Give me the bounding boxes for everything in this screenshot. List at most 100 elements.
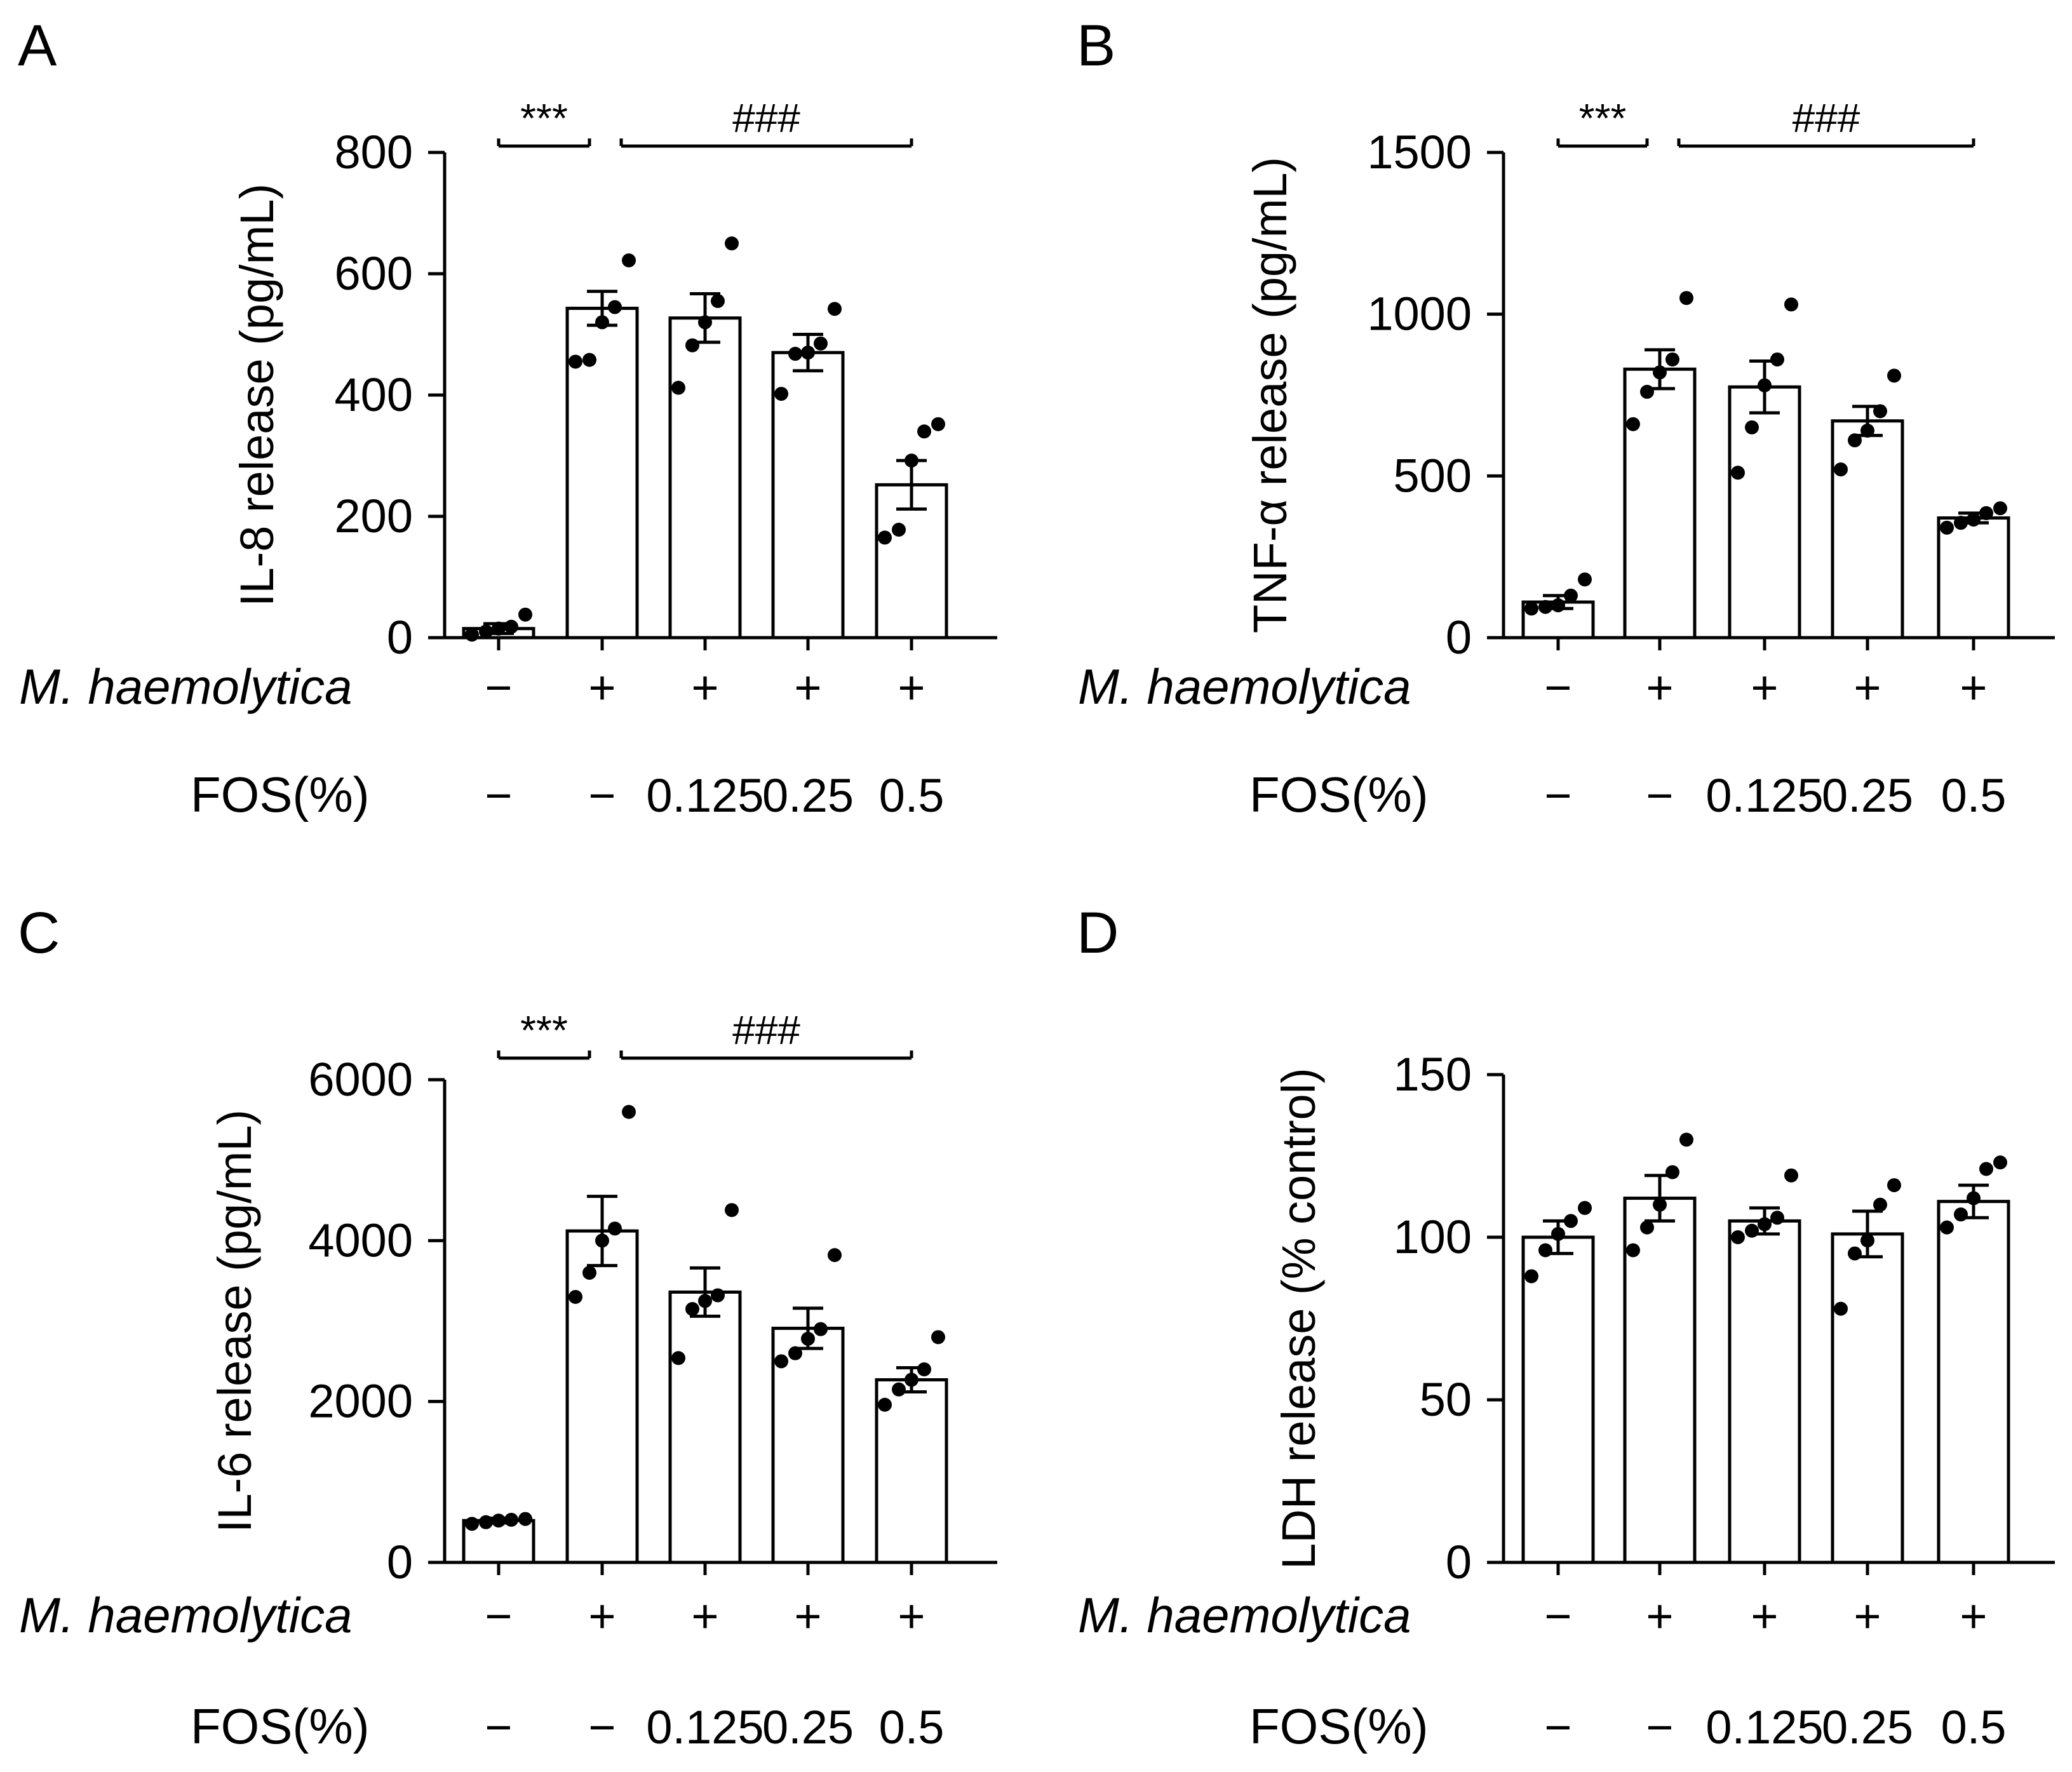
- data-point: [685, 1302, 699, 1316]
- mh-sign: +: [1646, 1590, 1673, 1642]
- data-point: [1967, 1191, 1981, 1205]
- data-point: [1993, 1155, 2007, 1170]
- bar: [1521, 1235, 1595, 1564]
- y-tick-label: 0: [1446, 1536, 1472, 1588]
- y-tick-label: 6000: [308, 1053, 413, 1106]
- data-point: [1626, 417, 1640, 431]
- data-point: [931, 417, 945, 431]
- data-point: [1834, 462, 1848, 477]
- fos-value: 0.5: [879, 769, 945, 822]
- bar: [1623, 367, 1697, 640]
- data-point: [1679, 1132, 1693, 1147]
- data-point: [905, 1373, 918, 1387]
- bar: [1831, 1232, 1904, 1564]
- data-point: [1745, 1223, 1759, 1238]
- data-point: [479, 1515, 493, 1529]
- fos-value: 0.25: [1822, 1701, 1913, 1754]
- y-tick-label: 0: [387, 611, 413, 664]
- data-point: [1578, 1200, 1592, 1215]
- data-point: [1834, 1301, 1848, 1316]
- data-point: [568, 354, 582, 369]
- significance-label: ###: [732, 1007, 800, 1053]
- y-tick-label: 2000: [308, 1375, 413, 1428]
- fos-value: −: [588, 1701, 616, 1754]
- data-point: [568, 1290, 582, 1304]
- data-point: [725, 236, 739, 251]
- data-point: [1940, 1220, 1954, 1235]
- row-label-mh: M. haemolytica: [1078, 659, 1411, 715]
- mh-sign: −: [485, 661, 512, 714]
- fos-value: 0.125: [1705, 1701, 1823, 1754]
- data-point: [1679, 291, 1693, 305]
- data-point: [917, 1362, 931, 1376]
- y-tick-label: 0: [1446, 611, 1472, 664]
- panel-letter: A: [18, 13, 57, 78]
- data-point: [1848, 433, 1862, 448]
- fos-value: −: [1544, 769, 1571, 822]
- bar: [1728, 1219, 1801, 1564]
- data-point: [1524, 1269, 1538, 1284]
- data-point: [595, 315, 609, 330]
- data-point: [774, 387, 788, 401]
- data-point: [492, 621, 506, 636]
- y-tick-label: 1500: [1367, 126, 1472, 178]
- mh-sign: +: [794, 1590, 821, 1642]
- data-point: [622, 1104, 636, 1119]
- data-point: [698, 1294, 712, 1308]
- data-point: [1758, 1217, 1772, 1232]
- data-point: [1993, 501, 2007, 516]
- data-point: [1979, 1162, 1993, 1176]
- fos-value: 0.25: [762, 1701, 854, 1754]
- data-point: [1665, 352, 1679, 366]
- data-point: [1860, 1233, 1874, 1248]
- mh-sign: +: [1751, 1590, 1778, 1642]
- data-point: [1538, 1243, 1552, 1258]
- fos-value: 0.25: [1822, 769, 1913, 822]
- bar: [668, 316, 742, 640]
- data-point: [1640, 1220, 1654, 1235]
- data-point: [1653, 1197, 1667, 1212]
- fos-value: 0.5: [1941, 769, 2007, 822]
- fos-value: 0.25: [762, 769, 854, 822]
- y-axis-title: TNF-α release (pg/mL): [1244, 157, 1296, 633]
- mh-sign: −: [1544, 1590, 1571, 1642]
- data-point: [1873, 404, 1887, 419]
- data-point: [917, 424, 931, 439]
- data-point: [608, 300, 622, 314]
- y-tick-label: 4000: [308, 1214, 413, 1266]
- data-point: [518, 607, 532, 622]
- chart-panel-d: D 0 50 100 150 LDH release (% control) − − + − +0.…: [1077, 901, 2055, 1754]
- data-point: [698, 315, 712, 330]
- fos-value: 0.5: [1941, 1701, 2007, 1754]
- mh-sign: +: [1960, 1590, 1987, 1642]
- bar: [1937, 516, 2010, 640]
- mh-sign: +: [898, 1590, 925, 1642]
- y-tick-label: 0: [387, 1536, 413, 1588]
- data-point: [878, 1397, 892, 1412]
- data-point: [1967, 513, 1981, 527]
- data-point: [1551, 598, 1565, 613]
- row-label-mh: M. haemolytica: [19, 659, 353, 715]
- data-point: [892, 523, 906, 537]
- y-tick-label: 150: [1394, 1048, 1472, 1101]
- data-point: [1848, 1246, 1862, 1261]
- row-label-fos: FOS(%): [191, 767, 370, 822]
- data-point: [1564, 1214, 1578, 1228]
- bar: [1728, 385, 1801, 640]
- fos-value: −: [1646, 1701, 1673, 1754]
- data-point: [788, 347, 802, 361]
- data-point: [465, 1517, 479, 1531]
- y-axis-title: IL-8 release (pg/mL): [231, 184, 283, 607]
- bar: [668, 1290, 742, 1564]
- fos-value: −: [1544, 1701, 1571, 1754]
- bar: [1937, 1200, 2010, 1564]
- fos-value: 0.5: [879, 1701, 945, 1754]
- mh-sign: +: [588, 1590, 616, 1642]
- data-point: [1954, 516, 1968, 530]
- data-point: [465, 628, 479, 642]
- data-point: [1770, 352, 1784, 366]
- fos-value: 0.125: [646, 1701, 764, 1754]
- panel-letter: C: [18, 901, 60, 965]
- fos-value: −: [1646, 769, 1673, 822]
- mh-sign: +: [588, 661, 616, 714]
